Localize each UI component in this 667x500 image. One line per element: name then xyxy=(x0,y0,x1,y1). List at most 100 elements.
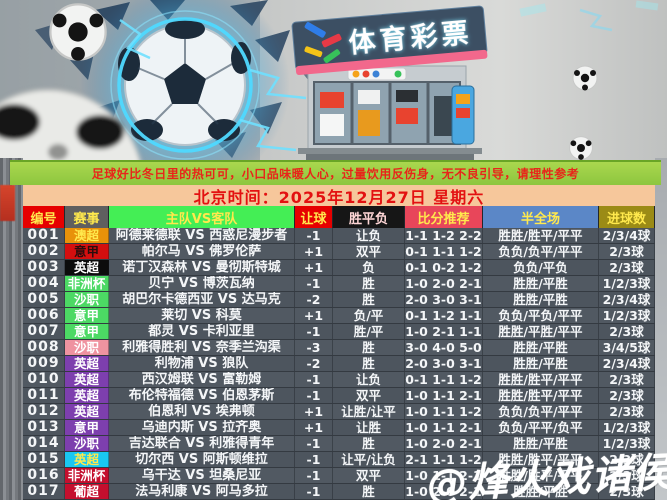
cell-league: 英超 xyxy=(65,372,109,387)
header-goals: 进球数 xyxy=(599,206,655,228)
cell-match: 伯恩利 VS 埃弗顿 xyxy=(109,404,295,419)
cell-half-full: 胜胜/平胜 xyxy=(483,484,599,499)
cell-number: 017 xyxy=(23,484,65,499)
cell-goals: 2/3/4球 xyxy=(599,228,655,243)
cell-match: 吉达联合 VS 利雅得青年 xyxy=(109,436,295,451)
cell-score: 1-0 1-1 1-2 xyxy=(405,404,483,419)
cell-match: 莱切 VS 科莫 xyxy=(109,308,295,323)
lottery-storefront xyxy=(298,65,482,160)
cell-league: 意甲 xyxy=(65,420,109,435)
cell-half-full: 胜胜/平胜 xyxy=(483,356,599,371)
cell-league: 意甲 xyxy=(65,324,109,339)
debris-icon xyxy=(519,0,659,17)
cell-goals: 1/2/3球 xyxy=(599,420,655,435)
cell-handicap: +1 xyxy=(295,404,333,419)
soccer-ball-right1-icon xyxy=(572,65,598,91)
cell-handicap: -1 xyxy=(295,276,333,291)
table-row: 011 英超 布伦特福德 VS 伯恩茅斯 -1 双平 1-0 1-1 2-1 胜胜/胜平/平… xyxy=(23,388,655,404)
cell-wdl: 负/平 xyxy=(333,308,405,323)
cell-handicap: -2 xyxy=(295,356,333,371)
cell-match: 西汉姆联 VS 富勒姆 xyxy=(109,372,295,387)
cell-number: 010 xyxy=(23,372,65,387)
cell-match: 贝宁 VS 博茨瓦纳 xyxy=(109,276,295,291)
cell-half-full: 胜胜/胜平/平平 xyxy=(483,388,599,403)
table-header-row: 编号 赛事 主队VS客队 让球 胜平负 比分推荐 半全场 进球数 xyxy=(23,206,655,228)
soccer-ball-right2-icon xyxy=(569,136,593,160)
cell-number: 016 xyxy=(23,468,65,483)
header-number: 编号 xyxy=(23,206,65,228)
cell-wdl: 双平 xyxy=(333,244,405,259)
cell-league: 英超 xyxy=(65,452,109,467)
cell-goals: 1/2/3球 xyxy=(599,308,655,323)
table-row: 009 英超 利物浦 VS 狼队 -2 胜 2-0 3-0 3-1 胜胜/平胜 2/3/4球 xyxy=(23,356,655,372)
cell-half-full: 胜胜/胜平/平平 xyxy=(483,468,599,483)
cell-league: 英超 xyxy=(65,388,109,403)
cell-wdl: 让胜 xyxy=(333,420,405,435)
soccer-ball-bottomleft-icon xyxy=(0,89,141,160)
date-bar: 北京时间：2025年12月27日 星期六 xyxy=(23,185,655,207)
header-handicap: 让球 xyxy=(295,206,333,228)
cell-wdl: 胜 xyxy=(333,340,405,355)
cell-number: 003 xyxy=(23,260,65,275)
cell-score: 0-1 1-1 1-2 xyxy=(405,372,483,387)
cell-score: 1-1 1-2 2-2 xyxy=(405,228,483,243)
cell-wdl: 胜 xyxy=(333,436,405,451)
cell-league: 英超 xyxy=(65,404,109,419)
cell-number: 013 xyxy=(23,420,65,435)
betting-table: 编号 赛事 主队VS客队 让球 胜平负 比分推荐 半全场 进球数 001 澳超 阿德莱德联 VS … xyxy=(23,206,655,500)
cell-handicap: -1 xyxy=(295,228,333,243)
cell-wdl: 胜/平 xyxy=(333,324,405,339)
cell-number: 012 xyxy=(23,404,65,419)
cell-goals: 2/3球 xyxy=(599,468,655,483)
cell-wdl: 双平 xyxy=(333,388,405,403)
cell-half-full: 胜胜/平胜 xyxy=(483,436,599,451)
table-row: 012 英超 伯恩利 VS 埃弗顿 +1 让胜/让平 1-0 1-1 1-2 负负/负平/平… xyxy=(23,404,655,420)
background-photo-left-edge xyxy=(0,158,23,500)
cell-score: 1-0 1-1 2-1 xyxy=(405,420,483,435)
cell-handicap: -1 xyxy=(295,468,333,483)
cell-handicap: +1 xyxy=(295,420,333,435)
cell-handicap: +1 xyxy=(295,260,333,275)
banner-art: 体育彩票 xyxy=(0,0,667,160)
soccer-ball-topleft-icon xyxy=(49,3,107,62)
cell-league: 英超 xyxy=(65,260,109,275)
header-half-full: 半全场 xyxy=(483,206,599,228)
cell-wdl: 双平 xyxy=(333,468,405,483)
cell-league: 澳超 xyxy=(65,228,109,243)
cell-score: 1-0 1-1 2-1 xyxy=(405,388,483,403)
cell-half-full: 胜胜/胜平/平平 xyxy=(483,452,599,467)
date-text: 北京时间：2025年12月27日 星期六 xyxy=(193,187,485,207)
cell-number: 007 xyxy=(23,324,65,339)
table-row: 014 沙职 吉达联合 VS 利雅得青年 -1 胜 1-0 2-0 2-1 胜胜/平胜 1/2… xyxy=(23,436,655,452)
cell-match: 利物浦 VS 狼队 xyxy=(109,356,295,371)
cell-match: 切尔西 VS 阿斯顿维拉 xyxy=(109,452,295,467)
cell-match: 乌干达 VS 坦桑尼亚 xyxy=(109,468,295,483)
cell-league: 沙职 xyxy=(65,340,109,355)
cell-goals: 1/2/3球 xyxy=(599,276,655,291)
cell-goals: 1/2/3球 xyxy=(599,436,655,451)
cell-half-full: 负负/平负 xyxy=(483,260,599,275)
cell-score: 1-0 2-1 1-1 xyxy=(405,324,483,339)
cell-league: 非洲杯 xyxy=(65,468,109,483)
cell-wdl: 胜 xyxy=(333,292,405,307)
cell-wdl: 让负 xyxy=(333,372,405,387)
cell-handicap: +1 xyxy=(295,308,333,323)
cell-handicap: -2 xyxy=(295,292,333,307)
cell-score: 1-0 1-1 2-1 xyxy=(405,468,483,483)
cell-match: 利雅得胜利 VS 奈季兰沟渠 xyxy=(109,340,295,355)
header-wdl: 胜平负 xyxy=(333,206,405,228)
cell-match: 布伦特福德 VS 伯恩茅斯 xyxy=(109,388,295,403)
cell-half-full: 负负/平负/平平 xyxy=(483,308,599,323)
cell-score: 0-1 1-2 1-1 xyxy=(405,308,483,323)
cell-goals: 2/3球 xyxy=(599,388,655,403)
cell-match: 乌迪内斯 VS 拉齐奥 xyxy=(109,420,295,435)
table-row: 015 英超 切尔西 VS 阿斯顿维拉 -1 让平/让负 2-1 1-1 1-2 胜胜/胜平… xyxy=(23,452,655,468)
cell-goals: 3/4/5球 xyxy=(599,340,655,355)
cell-half-full: 胜胜/平胜 xyxy=(483,292,599,307)
cell-goals: 2/3/4球 xyxy=(599,356,655,371)
cell-half-full: 胜胜/胜平/平平 xyxy=(483,228,599,243)
cell-number: 006 xyxy=(23,308,65,323)
cell-league: 意甲 xyxy=(65,244,109,259)
cell-league: 葡超 xyxy=(65,484,109,499)
